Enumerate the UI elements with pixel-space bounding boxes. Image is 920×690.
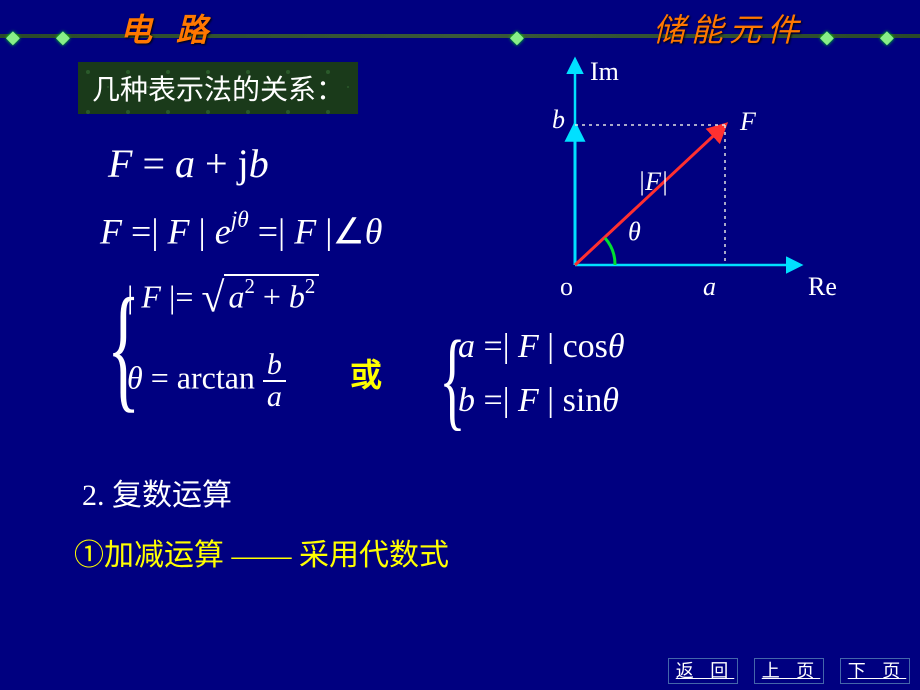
label-a: a — [703, 272, 716, 301]
label-F: F — [739, 107, 757, 136]
eq-sq: 2 — [244, 275, 254, 298]
eq-bar: | — [127, 279, 133, 315]
eq-e: e — [215, 211, 231, 251]
slide-header: 电 路 储能元件 — [0, 0, 920, 45]
eq-eq: = — [175, 279, 193, 315]
eq-a: a — [228, 279, 244, 315]
eq-b: b — [458, 382, 475, 419]
diamond-icon — [820, 27, 834, 41]
eq-sin: sin — [563, 382, 603, 419]
eq-b: b — [289, 279, 305, 315]
nav-back-label: 返 回 — [676, 661, 735, 681]
circled-num: ① — [74, 539, 104, 572]
eq-theta: θ — [602, 382, 619, 419]
nav-prev-label: 上 页 — [762, 661, 821, 681]
fraction: ba — [263, 350, 286, 412]
diamond-icon — [6, 27, 20, 41]
eq-bar: | — [547, 328, 554, 365]
eq-theta: θ — [365, 211, 383, 251]
eq-arctan: arctan — [177, 359, 255, 395]
eq-bar: | — [151, 211, 158, 251]
label-Im: Im — [590, 57, 619, 86]
eq-a: a — [458, 328, 475, 365]
subsection-line: ①加减运算 —— 采用代数式 — [74, 530, 449, 574]
equation-rectangular: F = a + jb — [108, 140, 269, 187]
label-b: b — [552, 105, 565, 134]
eq-cos: cos — [563, 328, 608, 365]
eq-sq: 2 — [305, 275, 315, 298]
eq-F: F — [518, 382, 539, 419]
sqrt-icon: √ — [201, 276, 224, 322]
header-title-right: 储能元件 — [653, 5, 805, 51]
eq-F: F — [294, 211, 316, 251]
eq-b: b — [249, 141, 269, 186]
sub-t2: 采用代数式 — [299, 539, 449, 572]
eq-angle: ∠ — [332, 211, 364, 251]
eq-bar: | — [547, 382, 554, 419]
label-o: o — [560, 272, 573, 301]
eq-bar: | — [503, 328, 510, 365]
eq-bar: | — [278, 211, 285, 251]
eq-F: F — [108, 141, 132, 186]
section-title: 几种表示法的关系： — [92, 75, 344, 106]
eq-plus: + — [263, 279, 281, 315]
eq-equals: = — [142, 141, 165, 186]
or-label: 或 — [350, 350, 382, 396]
section-2-heading: 2. 复数运算 — [82, 470, 232, 514]
dash: —— — [232, 539, 292, 572]
equation-polar: F =| F | ejθ =| F |∠θ — [100, 207, 382, 252]
diagram-svg: Im Re o a b F |F| θ — [530, 50, 860, 310]
eq-plus: + — [205, 141, 228, 186]
eq-a: a — [175, 141, 195, 186]
diamond-icon — [880, 27, 894, 41]
nav-next-label: 下 页 — [848, 661, 907, 681]
eq-F: F — [518, 328, 539, 365]
complex-plane-diagram: Im Re o a b F |F| θ — [530, 50, 860, 310]
equation-b-sin: b =| F | sinθ — [458, 382, 619, 420]
header-title-left: 电 路 — [120, 5, 216, 51]
nav-next-button[interactable]: 下 页 — [840, 658, 910, 684]
eq-bar: | — [199, 211, 206, 251]
diamond-icon — [56, 27, 70, 41]
eq-theta: θ — [608, 328, 625, 365]
eq-a: a — [263, 382, 286, 412]
nav-prev-button[interactable]: 上 页 — [754, 658, 824, 684]
sqrt-body: a2 + b2 — [224, 274, 319, 315]
eq-F: F — [141, 279, 161, 315]
eq-j: j — [238, 141, 249, 186]
eq-eq: = — [258, 211, 278, 251]
equation-argument: θ = arctan ba — [127, 350, 286, 412]
sub-t1: 加减运算 — [104, 539, 224, 572]
label-absF: |F| — [638, 167, 668, 196]
eq-jtheta: jθ — [231, 207, 249, 233]
section-title: 复数运算 — [112, 479, 232, 512]
eq-F: F — [168, 211, 190, 251]
eq-F: F — [100, 211, 122, 251]
section-title-box: 几种表示法的关系： — [78, 62, 358, 114]
label-Re: Re — [808, 272, 837, 301]
nav-back-button[interactable]: 返 回 — [668, 658, 738, 684]
equation-magnitude: | F |= √a2 + b2 — [127, 274, 319, 323]
diamond-icon — [510, 27, 524, 41]
section-num: 2. — [82, 479, 105, 512]
eq-theta: θ — [127, 359, 143, 395]
eq-bar: | — [503, 382, 510, 419]
eq-b: b — [263, 350, 286, 382]
eq-eq: = — [484, 328, 503, 365]
eq-eq: = — [484, 382, 503, 419]
equation-a-cos: a =| F | cosθ — [458, 328, 625, 366]
angle-arc — [605, 238, 615, 265]
label-theta: θ — [628, 217, 641, 246]
eq-eq: = — [131, 211, 151, 251]
eq-eq: = — [151, 359, 169, 395]
